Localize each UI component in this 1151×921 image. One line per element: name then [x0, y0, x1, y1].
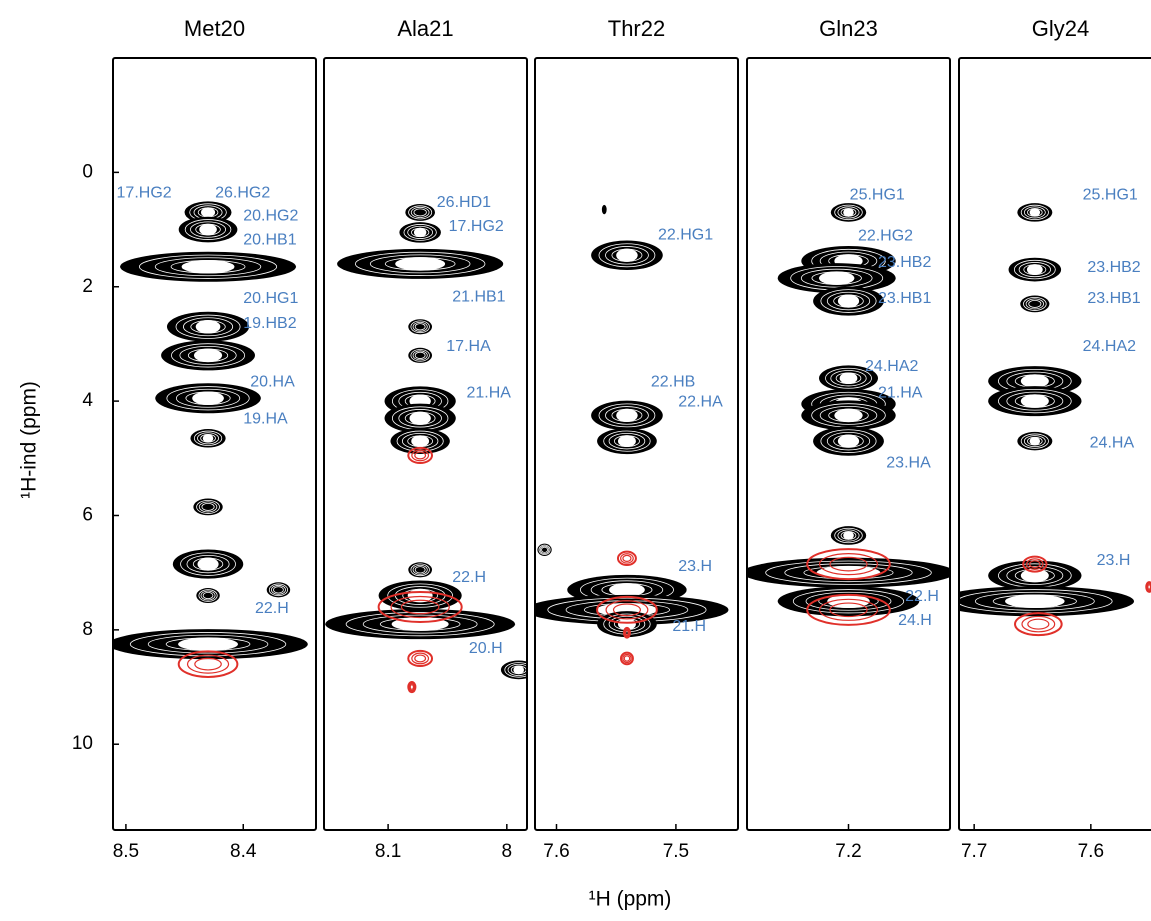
peak-label: 22.HG2 [858, 228, 913, 245]
peak-label: 21.H [672, 618, 706, 635]
peak-label: 20.HB1 [243, 232, 296, 249]
peak-label: 17.HG2 [449, 218, 504, 235]
negative-peak [1014, 612, 1063, 637]
y-tick-label: 8 [82, 619, 93, 640]
negative-peak [1145, 581, 1151, 593]
negative-peak [619, 651, 634, 666]
peak-label: 24.HA2 [1083, 338, 1136, 355]
x-tick-label: 7.2 [835, 841, 861, 862]
peak-label: 22.H [255, 600, 289, 617]
peak-label: 23.HB2 [878, 254, 931, 271]
peak-label: 21.HB1 [452, 288, 505, 305]
peak [266, 582, 291, 598]
negative-peak [1022, 555, 1048, 573]
x-tick-label: 7.7 [961, 841, 987, 862]
y-tick-label: 2 [82, 276, 93, 297]
strip-title: Ala21 [397, 16, 453, 41]
strip-title: Met20 [184, 16, 245, 41]
peak-label: 22.HB [651, 373, 695, 390]
peak-label: 21.HA [878, 384, 923, 401]
x-tick-label: 8.1 [375, 841, 401, 862]
strip: Ala21 26.HD1 17.HG2 21.HB1 17.HA 21.HA 22.H 20.… [323, 16, 528, 862]
x-tick-label: 8 [502, 841, 513, 862]
negative-peak [377, 590, 463, 623]
peak [601, 204, 607, 215]
peak-label: 24.HA2 [865, 358, 918, 375]
peak-label: 25.HG1 [1083, 186, 1138, 203]
peak-label: 22.H [905, 588, 939, 605]
strip-plot: 17.HG2 26.HG2 20.HG2 20.HB1 20.HG1 19.HB2 20.H… [113, 185, 308, 678]
y-tick-label: 10 [72, 733, 93, 754]
peak [408, 319, 433, 335]
peak-label: 22.HG1 [658, 226, 713, 243]
negative-peak [616, 550, 637, 567]
peak-label: 20.HG1 [243, 290, 298, 307]
negative-peak [596, 595, 658, 624]
negative-peak [407, 446, 434, 464]
peak-label: 23.HA [886, 455, 931, 472]
strip: Thr22 22.HG1 22.HB 22.HA 23.H 21.H 7.6 7.5 [534, 16, 739, 862]
peak [537, 543, 552, 556]
peak-label: 20.HA [250, 373, 295, 390]
peak-label: 24.H [898, 612, 932, 629]
strip: Met20 17.HG2 26.HG2 20.HG2 20.HB1 20.HG1 19.HB… [72, 16, 317, 862]
x-tick-label: 7.6 [1078, 841, 1104, 862]
peak-label: 24.HA [1090, 435, 1135, 452]
strip: Gly24 25.HG1 23.HB2 23.HB1 24.HA2 24.HA 23.H 7.… [958, 16, 1151, 862]
peak-label: 20.H [469, 640, 503, 657]
x-tick-label: 8.4 [230, 841, 257, 862]
peak-label: 23.H [678, 558, 712, 575]
strip-plot: 22.HG1 22.HB 22.HA 23.H 21.H [535, 204, 729, 666]
y-tick-label: 4 [82, 390, 93, 411]
negative-peak [177, 650, 239, 678]
negative-peak [407, 680, 417, 694]
y-tick-label: 6 [82, 504, 93, 525]
peak-label: 20.HG2 [243, 208, 298, 225]
peak-label: 17.HA [446, 338, 491, 355]
x-tick-label: 8.5 [113, 841, 139, 862]
peak-label: 26.HD1 [437, 194, 491, 211]
strip: Gln23 25.HG1 22.HG2 23.HB2 23.HB1 24.HA2 21.HA… [746, 16, 951, 862]
strip-plot: 25.HG1 23.HB2 23.HB1 24.HA2 24.HA 23.H [959, 186, 1151, 637]
peak-label: 22.H [452, 569, 486, 586]
x-tick-label: 7.6 [543, 841, 569, 862]
peak-label: 22.HA [678, 393, 723, 410]
peak-label: 26.HG2 [215, 185, 270, 202]
peak [408, 347, 433, 363]
peak-label: 25.HG1 [850, 186, 905, 203]
peak-label: 19.HB2 [243, 315, 296, 332]
strip-title: Gly24 [1032, 16, 1089, 41]
strip-plot: 26.HD1 17.HG2 21.HB1 17.HA 21.HA 22.H 20.H [325, 194, 527, 694]
x-tick-label: 7.5 [663, 841, 689, 862]
peak-label: 23.HB1 [1087, 290, 1140, 307]
peak-label: 19.HA [243, 411, 288, 428]
strip-frame [534, 57, 739, 831]
strip-title: Thr22 [608, 16, 665, 41]
strip-frame [112, 57, 317, 831]
y-tick-label: 0 [82, 161, 93, 182]
negative-peak [806, 593, 891, 626]
strip-plot: 25.HG1 22.HG2 23.HB2 23.HB1 24.HA2 21.HA 23.HA… [747, 186, 950, 629]
peak [1020, 295, 1050, 313]
y-axis-label: ¹H-ind (ppm) [18, 381, 41, 499]
x-axis-label: ¹H (ppm) [589, 888, 672, 911]
peak [405, 203, 435, 221]
negative-peak [622, 626, 631, 639]
peak-label: 23.HB2 [1087, 259, 1140, 276]
peak [193, 498, 223, 516]
strip-title: Gln23 [819, 16, 878, 41]
negative-peak [407, 649, 434, 668]
peak-label: 23.HB1 [878, 290, 931, 307]
negative-peak [806, 548, 891, 581]
peak [196, 588, 220, 604]
strip-frame [958, 57, 1151, 831]
peak [408, 562, 433, 578]
peak-label: 21.HA [466, 384, 511, 401]
peak-label: 23.H [1097, 552, 1131, 569]
strip-frame [323, 57, 528, 831]
peak-label: 17.HG2 [117, 185, 172, 202]
